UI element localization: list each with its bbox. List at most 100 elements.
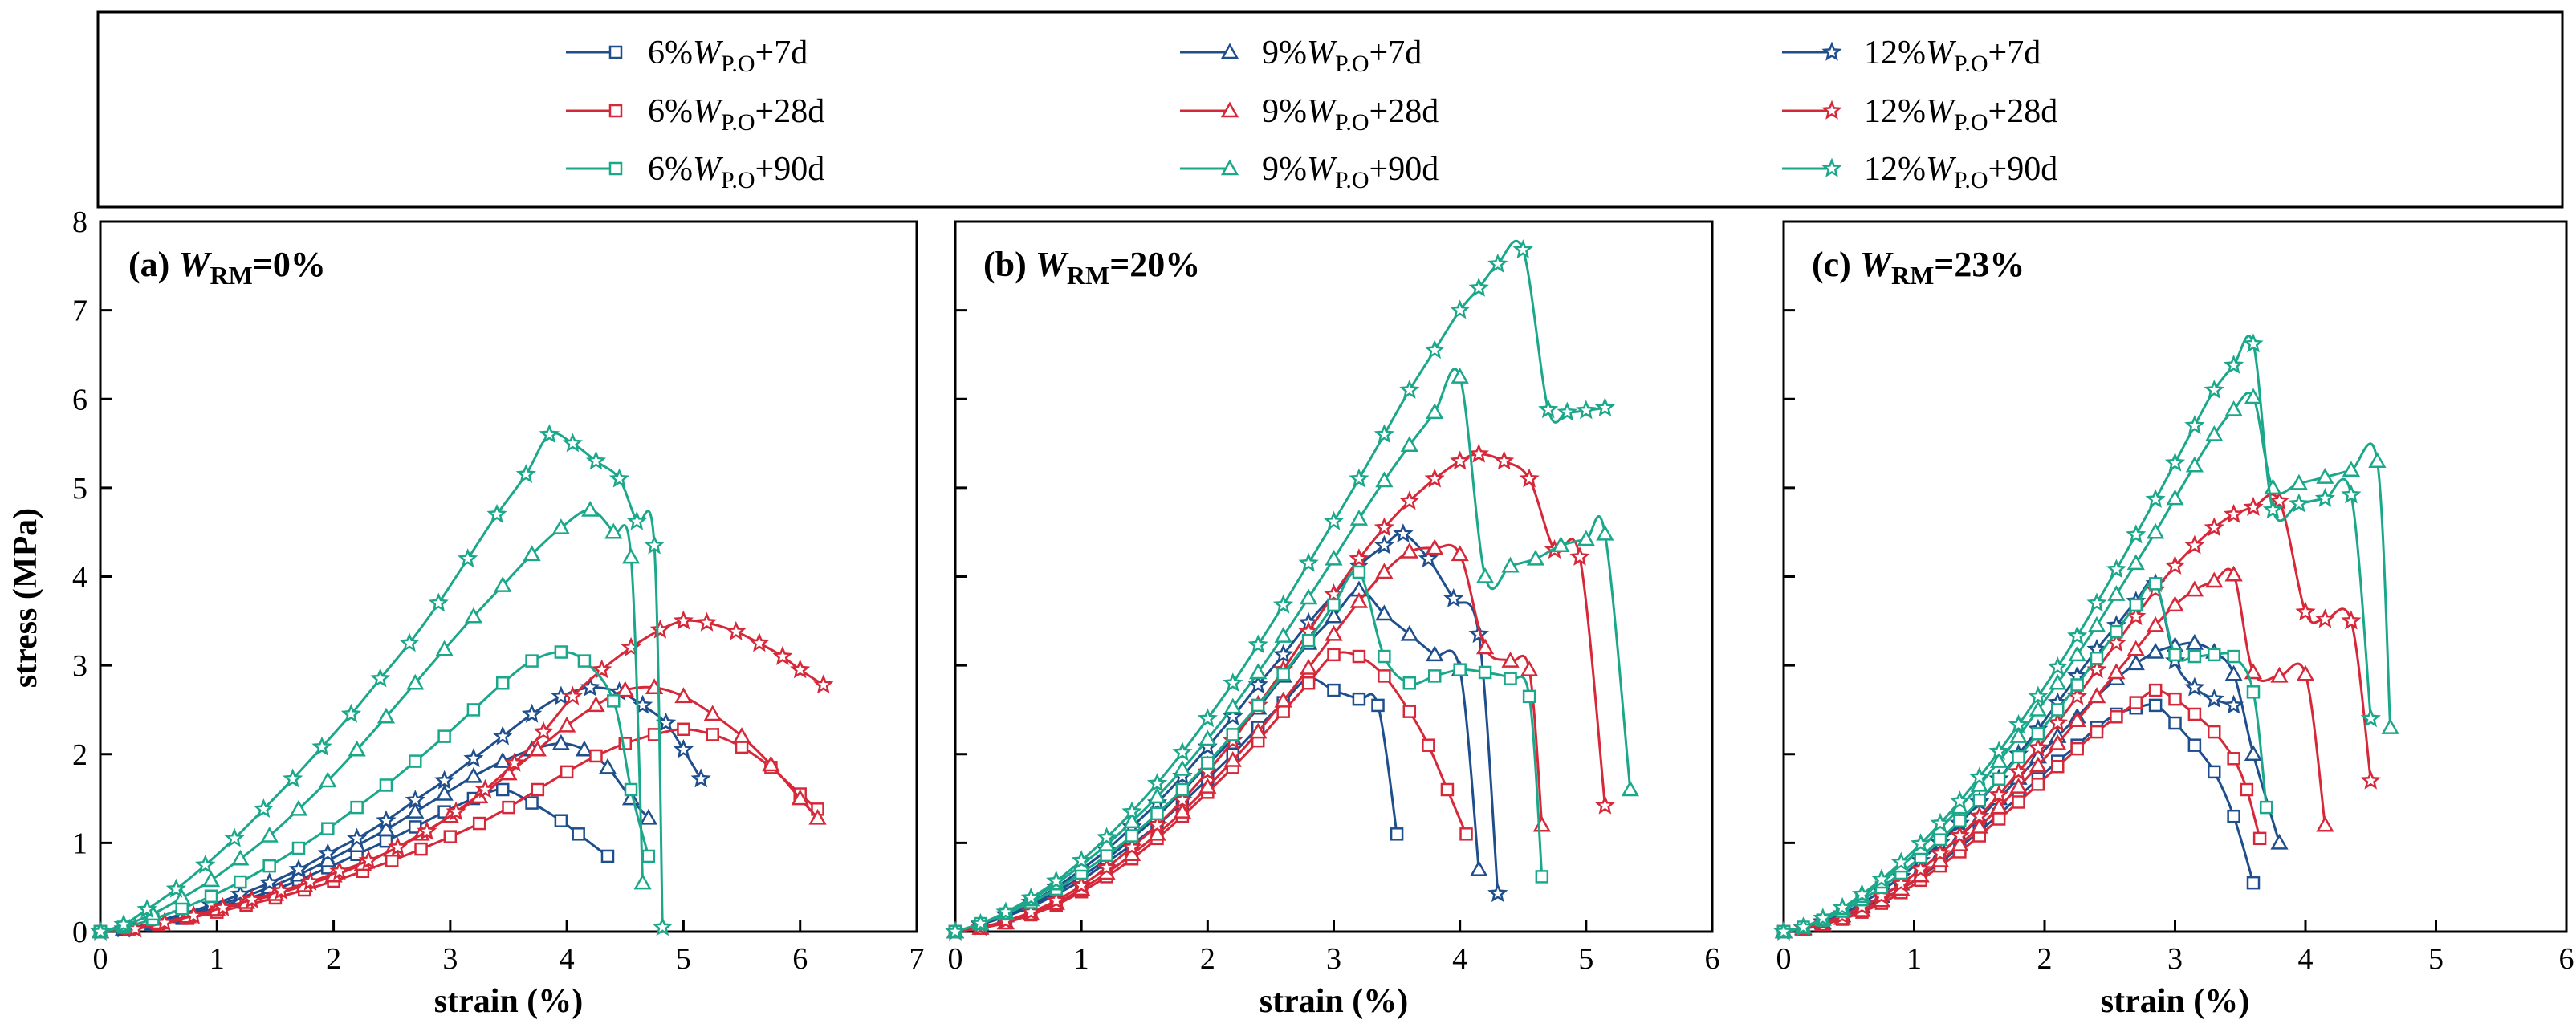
x-tick-label: 1 <box>210 942 225 976</box>
data-point <box>1378 649 1391 664</box>
data-point <box>288 859 309 879</box>
data-point <box>1422 738 1435 752</box>
data-point <box>2185 580 2204 597</box>
data-point <box>1440 782 1455 797</box>
panel-b: 0 1 2 3 4 5 6 strain (%) (b) WRM=20% <box>945 220 1720 1020</box>
data-point <box>1451 545 1469 562</box>
data-point <box>1197 708 1218 728</box>
data-point <box>2227 809 2240 823</box>
data-point <box>2208 648 2221 662</box>
data-point <box>1298 552 1319 572</box>
data-point <box>2243 496 2264 516</box>
data-point <box>1793 916 1813 936</box>
data-point <box>2107 585 2126 601</box>
data-point <box>703 705 722 721</box>
data-point <box>1577 530 1595 546</box>
data-point <box>970 912 991 932</box>
data-point <box>2224 503 2244 523</box>
data-point <box>1426 403 1444 420</box>
data-point <box>2126 654 2145 671</box>
legend-label: 12%WP.O+7d <box>1864 35 2041 77</box>
data-point <box>1519 468 1540 488</box>
data-point <box>2012 750 2025 764</box>
y-tick-label: 8 <box>72 205 87 239</box>
data-point <box>1487 883 1508 903</box>
data-point <box>2009 778 2028 794</box>
data-point <box>1226 728 1240 741</box>
data-point <box>1949 790 1970 811</box>
data-point <box>1373 534 1394 555</box>
data-point <box>1378 669 1391 683</box>
data-point <box>2148 698 2163 713</box>
series-12-w-p-o-90d <box>1773 333 2381 941</box>
data-point <box>551 733 571 750</box>
data-point <box>2341 484 2362 504</box>
legend-label: 6%WP.O+7d <box>648 35 808 77</box>
data-point <box>2244 745 2263 761</box>
data-point <box>772 645 793 665</box>
data-point <box>1494 450 1515 470</box>
data-point <box>231 849 250 866</box>
x-tick-label: 6 <box>2559 942 2574 976</box>
data-point <box>2146 522 2165 539</box>
data-point <box>1871 868 1892 888</box>
panel-title: (a) WRM=0% <box>128 245 326 290</box>
data-point <box>1352 565 1366 579</box>
data-point <box>1390 827 1404 841</box>
data-point <box>283 768 303 788</box>
data-point <box>376 820 396 837</box>
data-point <box>399 632 420 652</box>
data-point <box>350 800 364 815</box>
data-point <box>1121 836 1142 856</box>
data-point <box>405 790 425 810</box>
data-point <box>504 752 525 772</box>
data-point <box>1173 802 1192 819</box>
data-point <box>521 703 543 723</box>
y-tick-label: 1 <box>72 827 87 860</box>
data-point <box>1399 379 1420 399</box>
data-point <box>464 607 483 624</box>
data-point <box>2029 700 2048 717</box>
data-point <box>2148 683 2163 697</box>
data-point <box>1594 794 1615 815</box>
x-tick-label: 0 <box>948 942 963 976</box>
data-point <box>2110 624 2123 639</box>
data-point <box>2316 468 2334 484</box>
data-point <box>2031 727 2045 741</box>
data-point <box>585 450 607 470</box>
y-axis-label: stress (MPa) <box>7 508 44 688</box>
data-point <box>358 850 379 870</box>
x-tick-label: 0 <box>1776 942 1792 976</box>
data-point <box>2204 517 2224 537</box>
data-point <box>2008 761 2029 781</box>
data-point <box>1373 517 1395 537</box>
data-point <box>515 464 536 484</box>
data-point <box>1402 676 1417 690</box>
legend-entry-9-w-p-o-28d: 9%WP.O+28d <box>1180 93 1439 136</box>
data-point <box>1299 658 1318 675</box>
data-point <box>435 640 454 656</box>
data-point <box>2087 687 2106 704</box>
data-point <box>1557 401 1577 421</box>
x-tick-label: 7 <box>910 942 925 976</box>
data-point <box>790 659 811 679</box>
data-point <box>2269 490 2290 510</box>
data-point <box>2090 725 2104 739</box>
data-point <box>472 816 486 831</box>
data-point <box>1172 741 1193 762</box>
data-point <box>2270 833 2289 850</box>
legend-label: 9%WP.O+7d <box>1262 35 1422 77</box>
data-point <box>1274 627 1292 643</box>
data-point <box>1470 860 1488 876</box>
legend-entry-9-w-p-o-7d: 9%WP.O+7d <box>1180 35 1422 77</box>
data-point <box>463 748 484 768</box>
data-point <box>234 875 247 889</box>
data-point <box>370 668 391 688</box>
data-point <box>1832 896 1853 916</box>
data-point <box>376 810 397 830</box>
legend-entry-6-w-p-o-28d: 6%WP.O+28d <box>566 93 824 136</box>
data-point <box>607 694 621 708</box>
data-point <box>2049 673 2067 690</box>
legend-frame <box>96 10 2564 209</box>
x-tick-label: 4 <box>560 942 575 976</box>
